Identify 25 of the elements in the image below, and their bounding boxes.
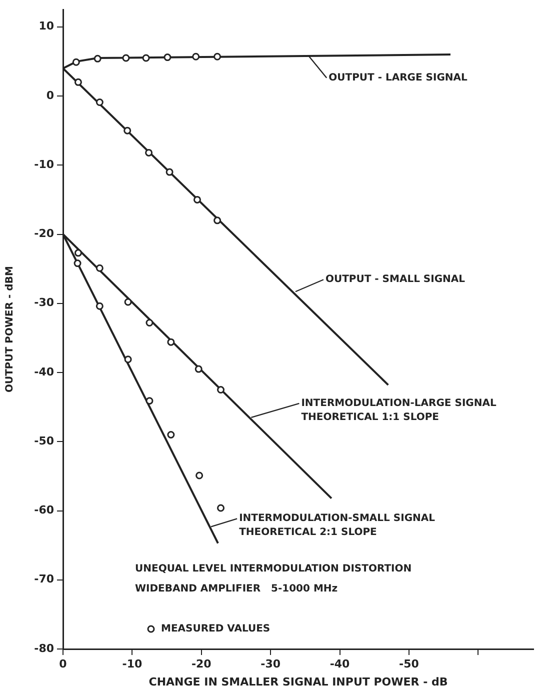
y-tick-label: -40 [34, 365, 54, 378]
y-tick-label: -80 [34, 642, 54, 655]
annotation: WIDEBAND AMPLIFIER 5-1000 MHz [135, 584, 338, 595]
x-tick-label: -30 [260, 657, 281, 670]
y-tick-label: -50 [34, 434, 54, 448]
x-axis-title: CHANGE IN SMALLER SIGNAL INPUT POWER - dB [148, 675, 448, 688]
annotation: UNEQUAL LEVEL INTERMODULATION DISTORTION [135, 564, 412, 575]
y-tick-label: -30 [34, 296, 54, 310]
y-tick-label: -10 [34, 158, 54, 171]
y-tick-label: 0 [46, 88, 54, 102]
y-axis-title: OUTPUT POWER - dBM [4, 266, 16, 393]
y-tick-label: -60 [34, 504, 54, 517]
y-tick-label: -20 [34, 227, 54, 240]
annotation: INTERMODULATION-LARGE SIGNAL THEORETICAL 1:1 SLOPE [301, 398, 497, 424]
x-tick-label: -20 [191, 657, 212, 670]
x-tick-label: 0 [59, 657, 68, 670]
annotation: OUTPUT - SMALL SIGNAL [325, 274, 466, 286]
annotation: INTERMODULATION-SMALL SIGNAL THEORETICAL 2:1 SLOPE [239, 513, 436, 538]
x-tick-label: -10 [122, 657, 142, 670]
x-tick-label: -50 [399, 657, 420, 670]
x-tick-label: -40 [330, 657, 350, 670]
y-tick-label: -70 [34, 572, 54, 586]
annotation: OUTPUT - LARGE SIGNAL [328, 72, 468, 84]
legend-label: MEASURED VALUES [161, 624, 270, 635]
y-tick-label: 10 [38, 20, 54, 33]
